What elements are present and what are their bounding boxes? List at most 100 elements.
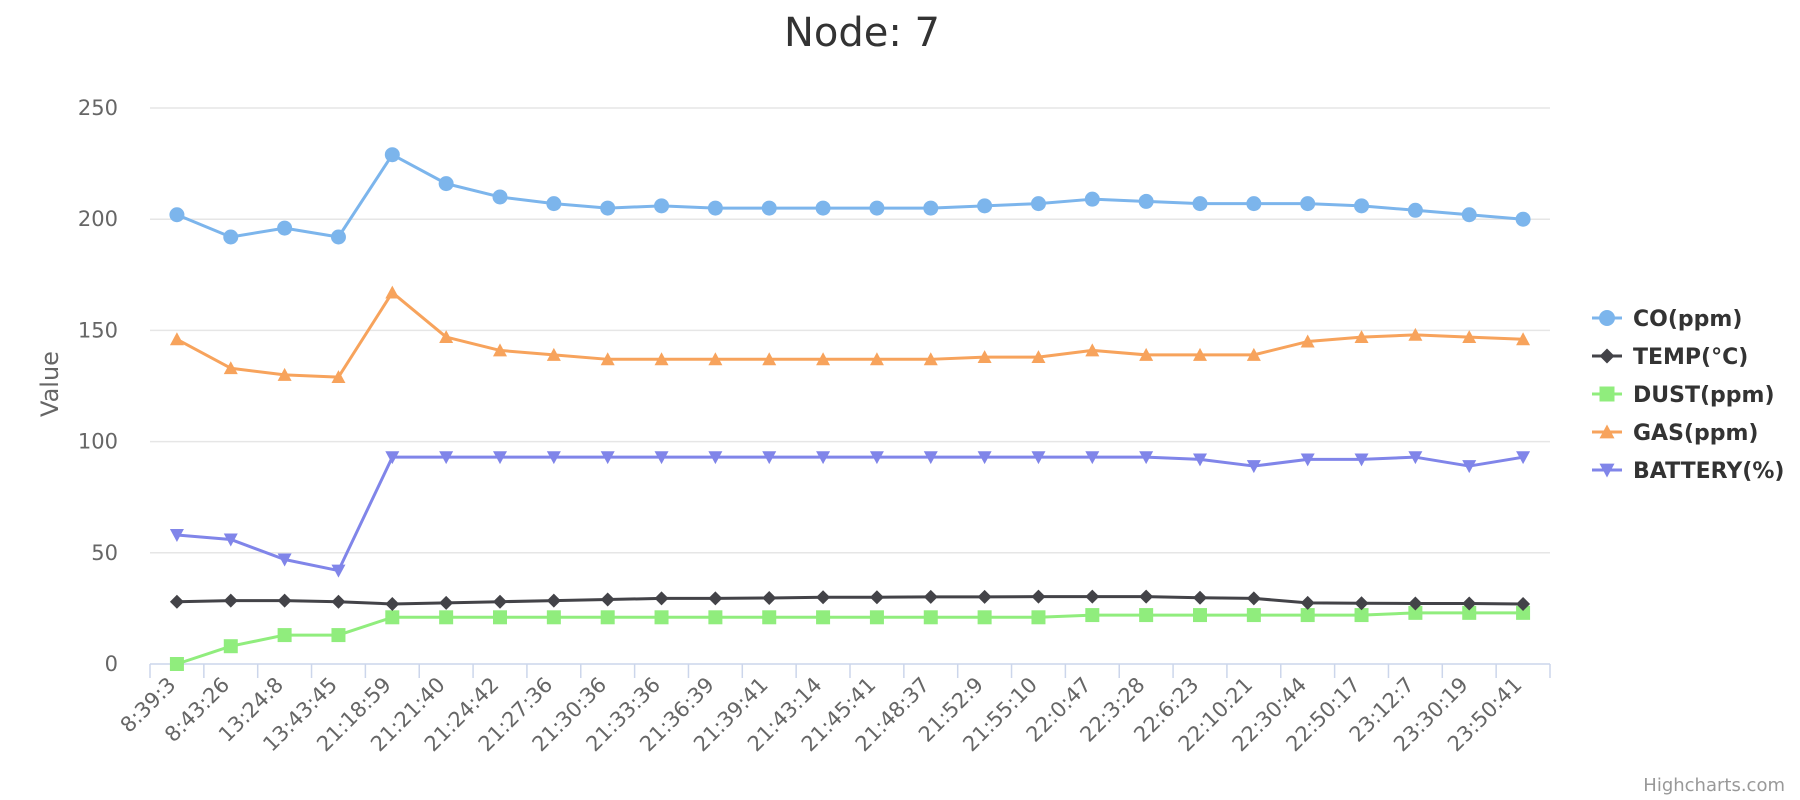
data-point[interactable] [1516, 451, 1531, 465]
data-point[interactable] [654, 591, 669, 606]
data-point[interactable] [815, 200, 831, 216]
data-point[interactable] [169, 332, 184, 346]
data-point[interactable] [546, 451, 561, 465]
data-point[interactable] [1085, 589, 1100, 604]
data-point[interactable] [816, 610, 831, 625]
data-point[interactable] [385, 451, 400, 465]
data-point[interactable] [439, 451, 454, 465]
data-point[interactable] [654, 451, 669, 465]
data-point[interactable] [1300, 595, 1315, 610]
data-point[interactable] [869, 590, 884, 605]
data-point[interactable] [439, 595, 454, 610]
data-point[interactable] [1031, 610, 1046, 625]
data-point[interactable] [1246, 196, 1262, 212]
data-point[interactable] [654, 610, 669, 625]
legend-item[interactable]: DUST(ppm) [1592, 383, 1775, 408]
data-point[interactable] [223, 229, 239, 245]
data-point[interactable] [223, 533, 238, 547]
series-line[interactable] [175, 611, 1525, 666]
data-point[interactable] [600, 200, 616, 216]
legend-item[interactable]: CO(ppm) [1592, 307, 1742, 332]
data-point[interactable] [1408, 451, 1423, 465]
data-point[interactable] [438, 176, 454, 192]
data-point[interactable] [762, 590, 777, 605]
data-point[interactable] [977, 589, 992, 604]
data-point[interactable] [1408, 327, 1423, 341]
data-point[interactable] [707, 200, 723, 216]
data-point[interactable] [1300, 453, 1315, 467]
data-point[interactable] [439, 610, 454, 625]
credits-text[interactable]: Highcharts.com [1643, 775, 1785, 796]
data-point[interactable] [384, 147, 400, 163]
data-point[interactable] [385, 596, 400, 611]
data-point[interactable] [600, 610, 615, 625]
data-point[interactable] [169, 594, 184, 609]
data-point[interactable] [816, 352, 831, 366]
data-point[interactable] [1031, 350, 1046, 364]
data-point[interactable] [1516, 596, 1531, 611]
data-point[interactable] [1138, 193, 1154, 209]
data-point[interactable] [977, 350, 992, 364]
data-point[interactable] [546, 347, 561, 361]
data-point[interactable] [869, 451, 884, 465]
data-point[interactable] [1084, 191, 1100, 207]
data-point[interactable] [761, 200, 777, 216]
data-point[interactable] [1085, 343, 1100, 357]
data-point[interactable] [708, 352, 723, 366]
data-point[interactable] [600, 352, 615, 366]
data-point[interactable] [331, 564, 346, 578]
data-point[interactable] [1354, 596, 1369, 611]
data-point[interactable] [1515, 211, 1531, 227]
data-point[interactable] [1516, 605, 1531, 620]
data-point[interactable] [1354, 198, 1370, 214]
data-point[interactable] [1139, 451, 1154, 465]
data-point[interactable] [331, 628, 346, 643]
data-point[interactable] [546, 610, 561, 625]
data-point[interactable] [1407, 202, 1423, 218]
data-point[interactable] [1462, 330, 1477, 344]
data-point[interactable] [277, 593, 292, 608]
data-point[interactable] [546, 593, 561, 608]
legend-marker[interactable] [1599, 463, 1615, 478]
data-point[interactable] [493, 343, 507, 357]
legend-item[interactable]: TEMP(°C) [1592, 345, 1748, 370]
series-line[interactable] [175, 153, 1525, 239]
data-point[interactable] [762, 451, 777, 465]
data-point[interactable] [1246, 608, 1261, 623]
data-point[interactable] [439, 330, 454, 344]
data-point[interactable] [277, 220, 293, 236]
data-point[interactable] [1193, 453, 1207, 467]
data-point[interactable] [1085, 451, 1100, 465]
data-point[interactable] [277, 628, 292, 643]
data-point[interactable] [1300, 196, 1316, 212]
data-point[interactable] [1300, 608, 1315, 623]
data-point[interactable] [493, 610, 507, 625]
data-point[interactable] [708, 610, 723, 625]
data-point[interactable] [330, 229, 346, 245]
data-point[interactable] [1139, 608, 1154, 623]
data-point[interactable] [1462, 596, 1477, 611]
data-point[interactable] [923, 610, 938, 625]
data-point[interactable] [1246, 460, 1261, 474]
data-point[interactable] [1462, 605, 1477, 620]
legend-item[interactable]: BATTERY(%) [1592, 459, 1784, 484]
series-line[interactable] [175, 455, 1525, 573]
data-point[interactable] [169, 207, 185, 223]
data-point[interactable] [1030, 196, 1046, 212]
data-point[interactable] [1354, 330, 1369, 344]
legend-item[interactable]: GAS(ppm) [1592, 421, 1758, 446]
data-point[interactable] [277, 553, 292, 567]
data-point[interactable] [169, 657, 184, 671]
data-point[interactable] [708, 451, 723, 465]
data-point[interactable] [1193, 347, 1207, 361]
data-point[interactable] [600, 592, 615, 607]
data-point[interactable] [546, 196, 562, 212]
data-point[interactable] [385, 285, 400, 299]
data-point[interactable] [977, 451, 992, 465]
data-point[interactable] [762, 610, 777, 625]
data-point[interactable] [385, 610, 400, 625]
data-point[interactable] [869, 610, 884, 625]
data-point[interactable] [331, 594, 346, 609]
data-point[interactable] [492, 189, 508, 205]
data-point[interactable] [1516, 332, 1531, 346]
